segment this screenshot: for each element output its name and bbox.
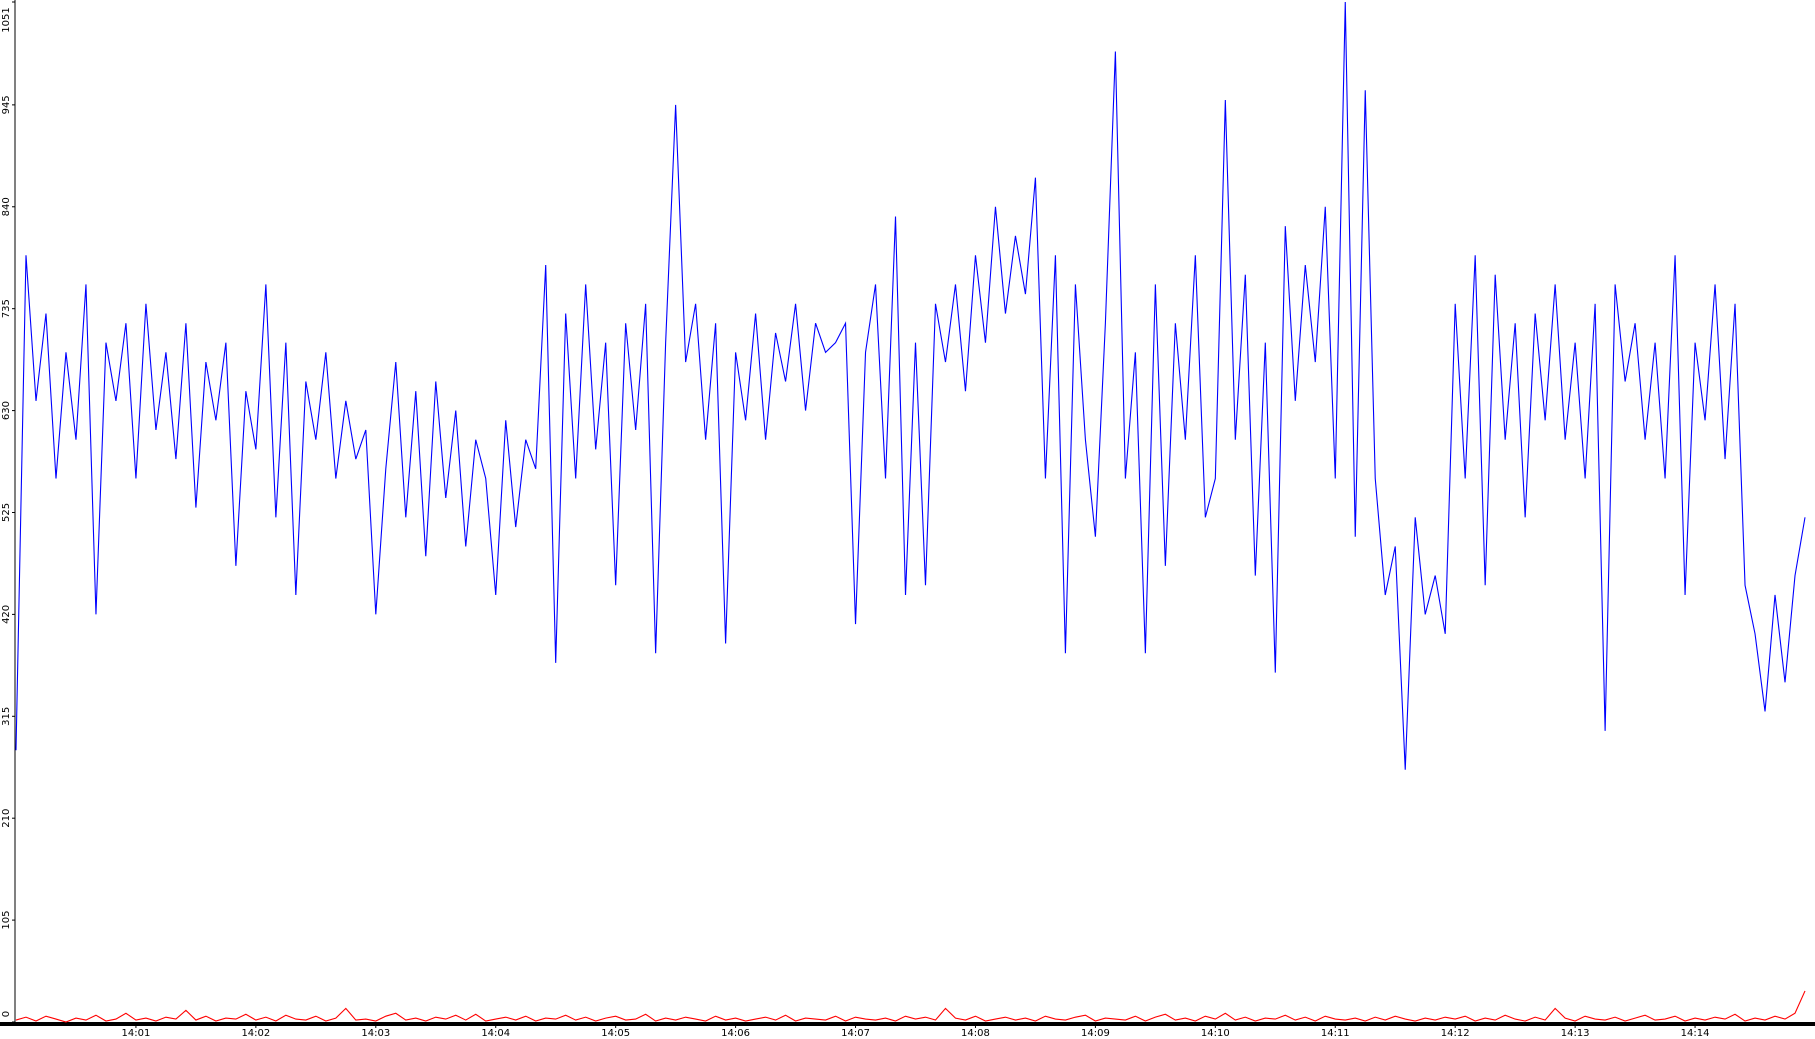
y-tick-label: 0 (1, 1011, 12, 1017)
x-tick-label: 14:05 (601, 1028, 630, 1039)
x-tick-label: 14:12 (1441, 1028, 1470, 1039)
y-tick-label: 105 (1, 911, 12, 930)
x-tick-label: 14:14 (1681, 1028, 1710, 1039)
y-tick-label: 210 (1, 809, 12, 828)
y-tick-label: 315 (1, 707, 12, 726)
y-tick-label: 525 (1, 503, 12, 522)
x-tick-label: 14:07 (841, 1028, 870, 1039)
x-tick-label: 14:04 (481, 1028, 510, 1039)
y-tick-label: 945 (1, 95, 12, 114)
x-tick-label: 14:06 (721, 1028, 750, 1039)
x-tick-label: 14:01 (122, 1028, 151, 1039)
y-tick-label: 420 (1, 605, 12, 624)
x-tick-label: 14:08 (961, 1028, 990, 1039)
x-tick-label: 14:10 (1201, 1028, 1230, 1039)
y-tick-label: 1051 (1, 7, 12, 32)
y-tick-label: 630 (1, 401, 12, 420)
x-tick-label: 14:11 (1321, 1028, 1350, 1039)
y-tick-label: 735 (1, 299, 12, 318)
x-tick-label: 14:09 (1081, 1028, 1110, 1039)
x-tick-label: 14:02 (241, 1028, 270, 1039)
series-line (15, 1, 1806, 770)
series-line (15, 990, 1806, 1023)
y-tick-label: 840 (1, 197, 12, 216)
x-tick-label: 14:03 (361, 1028, 390, 1039)
x-tick-label: 14:13 (1561, 1028, 1590, 1039)
